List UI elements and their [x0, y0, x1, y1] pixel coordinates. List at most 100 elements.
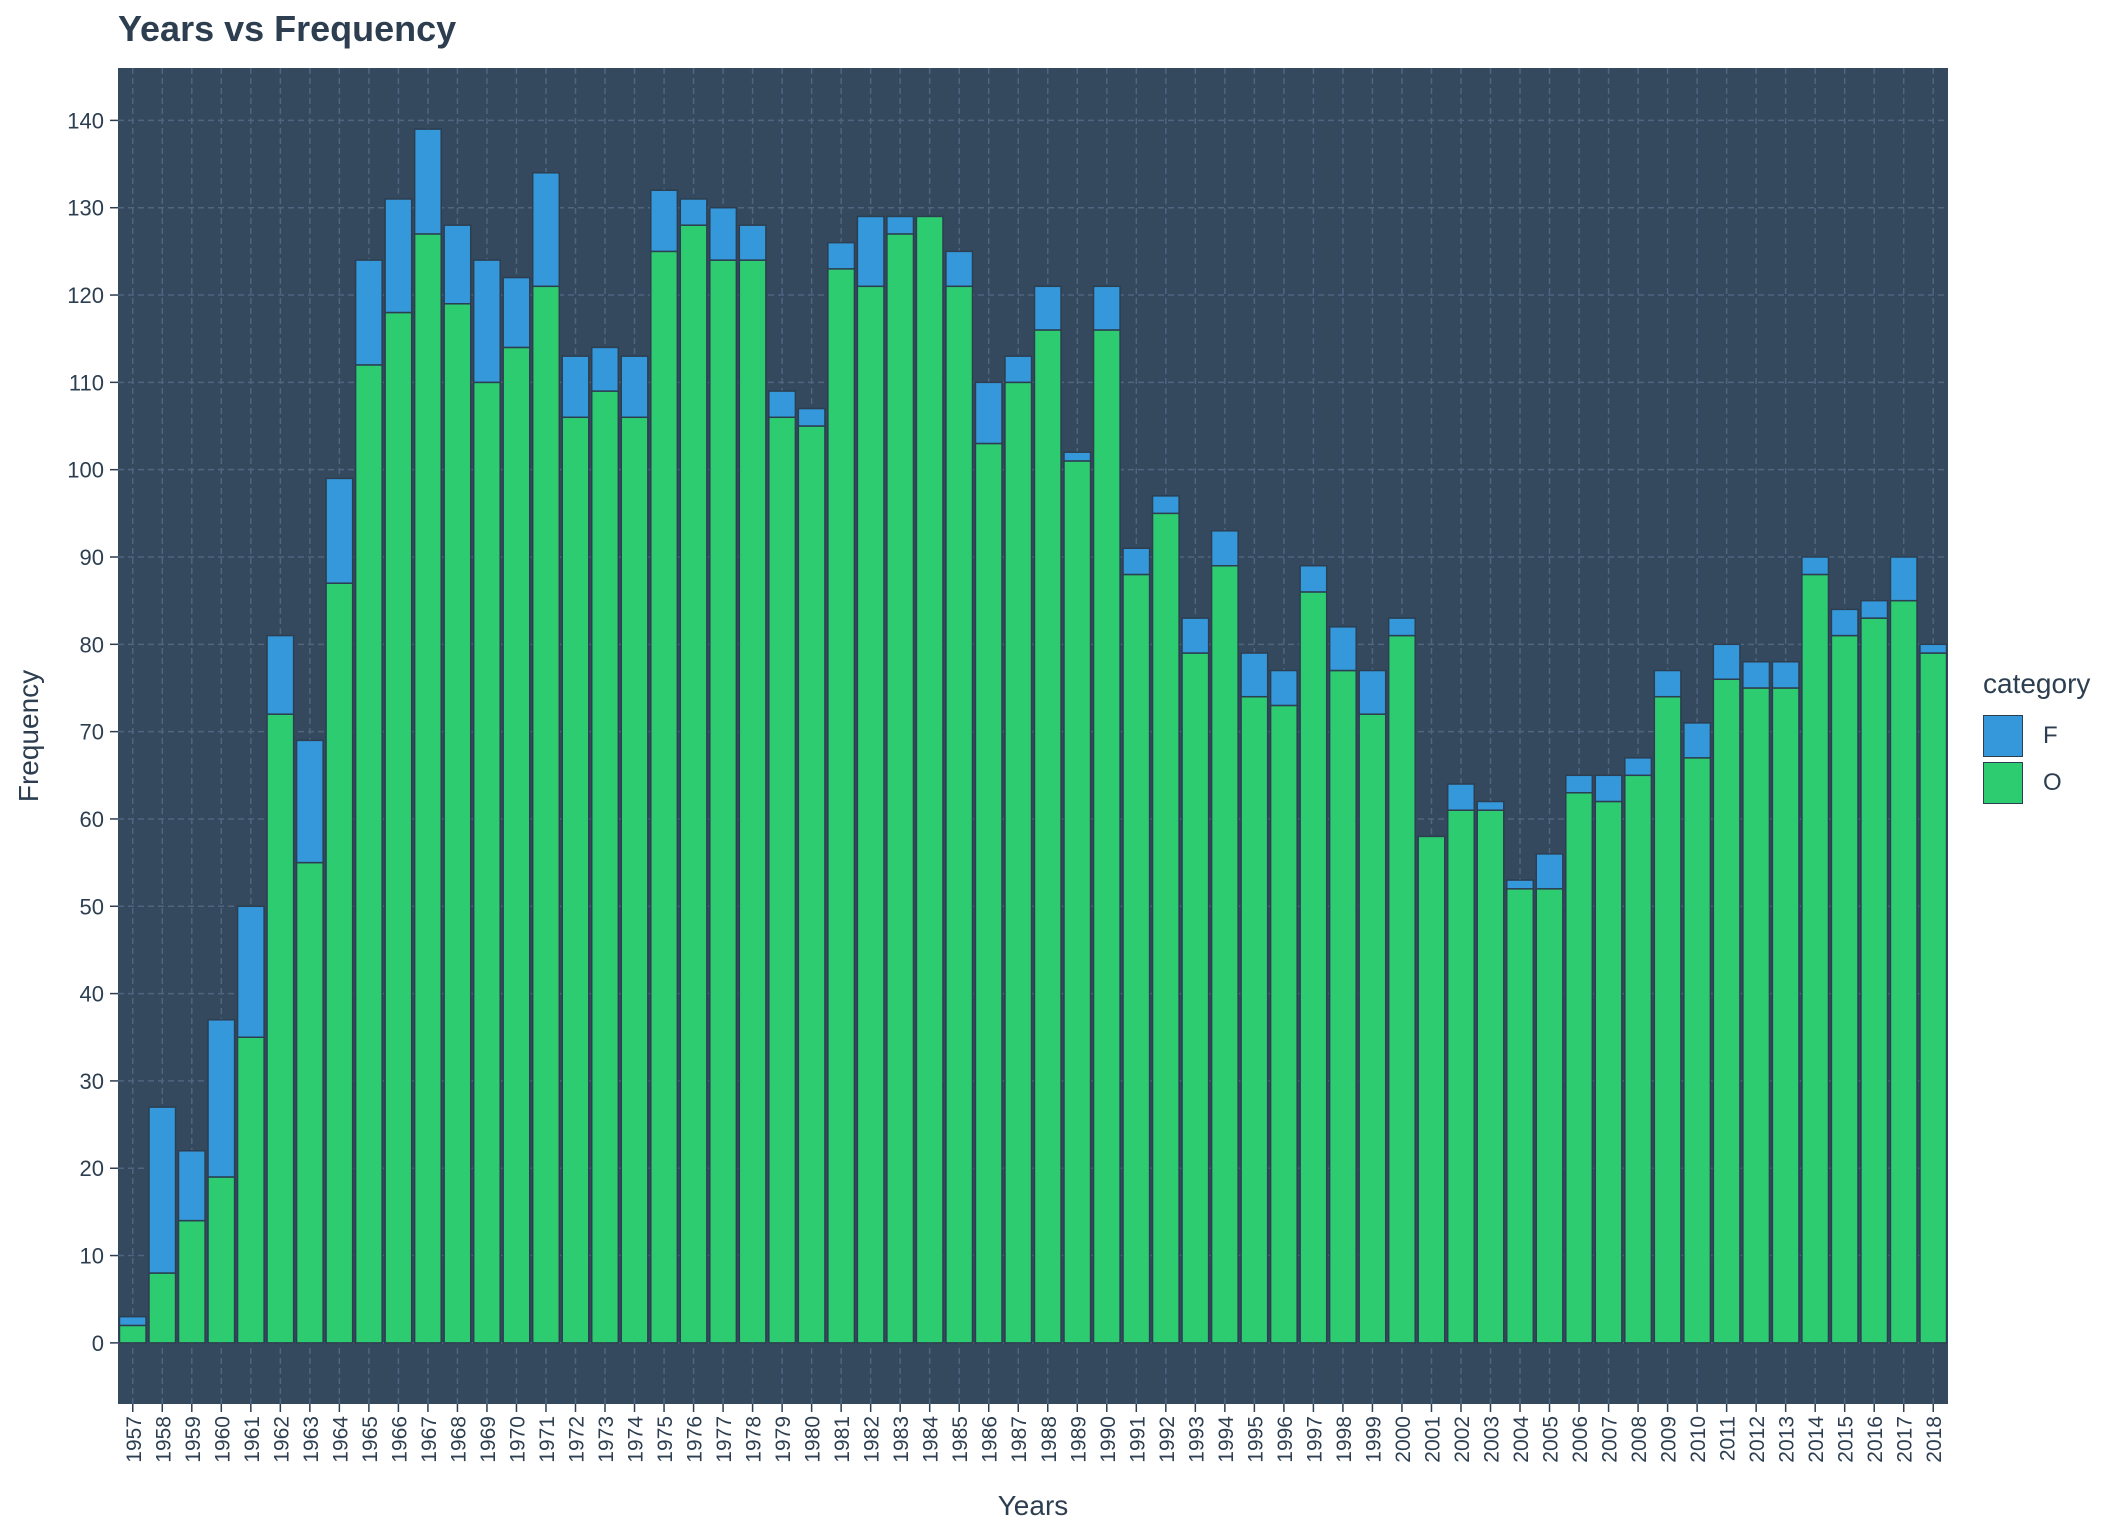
bar-f-1976	[679, 198, 708, 226]
bar-o-1963	[295, 861, 324, 1344]
x-tick-label: 1957	[123, 1416, 146, 1463]
y-tick-label: 110	[69, 370, 104, 395]
x-tick-label: 1975	[654, 1416, 677, 1463]
bar-f-1963	[295, 739, 324, 864]
bar-f-2010	[1683, 722, 1712, 759]
x-tick-label: 1970	[506, 1416, 529, 1463]
bar-o-2018	[1919, 652, 1948, 1344]
bar-o-1984	[915, 215, 944, 1344]
bar-o-2013	[1771, 687, 1800, 1344]
bar-f-1999	[1358, 669, 1387, 715]
x-tick-label: 1982	[861, 1416, 884, 1463]
bar-o-1957	[118, 1324, 147, 1344]
legend-label-o: O	[2043, 768, 2062, 796]
bar-f-1989	[1063, 451, 1092, 462]
bar-f-1977	[709, 206, 738, 261]
bar-o-1985	[945, 285, 974, 1344]
bar-o-1996	[1269, 704, 1298, 1344]
x-tick-label: 2018	[1923, 1416, 1946, 1463]
x-tick-label: 1974	[625, 1416, 648, 1463]
bar-o-1991	[1122, 573, 1151, 1344]
x-tick-label: 1964	[329, 1416, 352, 1463]
y-tick-label: 30	[80, 1069, 104, 1094]
bar-f-1973	[590, 346, 620, 392]
bar-f-2007	[1594, 774, 1623, 803]
legend-swatch-f	[1983, 714, 2023, 757]
x-tick-label: 1984	[920, 1416, 943, 1463]
bar-o-1965	[354, 364, 383, 1344]
bar-o-1966	[384, 311, 413, 1344]
x-tick-label: 1998	[1333, 1416, 1356, 1463]
bar-o-1968	[443, 303, 472, 1344]
bar-f-2011	[1712, 643, 1741, 680]
bar-o-1992	[1151, 512, 1180, 1344]
y-axis: 0 10 20 30 40 50 60 70 80 90 100 110 120 130 140	[67, 108, 118, 1356]
bar-f-2008	[1624, 757, 1653, 777]
x-tick-label: 2017	[1894, 1416, 1917, 1463]
bar-f-1979	[768, 390, 797, 419]
x-tick-label: 1980	[802, 1416, 825, 1463]
bar-o-2001	[1417, 835, 1446, 1344]
bar-f-2006	[1565, 774, 1594, 794]
bar-f-1988	[1033, 285, 1062, 331]
bar-f-1982	[856, 215, 885, 288]
x-tick-label: 2010	[1687, 1416, 1710, 1463]
bar-o-1981	[827, 268, 856, 1344]
x-tick-label: 2003	[1481, 1416, 1504, 1463]
bar-o-1994	[1210, 564, 1239, 1344]
x-tick-label: 1992	[1156, 1416, 1179, 1463]
x-tick-label: 1981	[831, 1416, 854, 1463]
y-tick-label: 70	[80, 720, 104, 745]
bar-f-2015	[1830, 608, 1859, 637]
bar-f-2000	[1387, 617, 1416, 637]
bar-f-1974	[620, 355, 649, 419]
bar-o-1973	[590, 390, 620, 1344]
x-tick-label: 2013	[1776, 1416, 1799, 1463]
x-tick-label: 2002	[1451, 1416, 1474, 1463]
bar-f-1980	[797, 407, 826, 427]
bar-o-2011	[1712, 678, 1741, 1344]
bar-f-1972	[561, 355, 590, 419]
legend-item-f: F	[1983, 712, 2090, 759]
x-tick-label: 2015	[1835, 1416, 1858, 1463]
y-tick-label: 100	[67, 458, 104, 483]
bar-o-1975	[650, 250, 679, 1344]
bar-o-1990	[1092, 329, 1121, 1344]
legend-item-o: O	[1983, 759, 2090, 806]
x-tick-label: 1971	[536, 1416, 559, 1463]
bar-f-1969	[472, 259, 501, 384]
y-tick-label: 40	[80, 982, 104, 1007]
bar-f-2018	[1919, 643, 1948, 654]
x-tick-label: 1973	[595, 1416, 618, 1463]
bar-f-1997	[1299, 564, 1328, 593]
x-axis: 1957 1958 1959 1960 1961 1962 1963 1964 1965 1966…	[123, 1404, 1946, 1463]
bar-f-1992	[1151, 495, 1180, 515]
x-tick-label: 1960	[211, 1416, 234, 1463]
bar-o-2007	[1594, 800, 1623, 1344]
y-axis-label: Frequency	[13, 670, 44, 802]
x-tick-label: 1976	[684, 1416, 707, 1463]
x-tick-label: 1996	[1274, 1416, 1297, 1463]
bar-f-1985	[945, 250, 974, 288]
bar-o-1962	[266, 713, 295, 1344]
bar-f-1960	[207, 1019, 236, 1178]
bar-o-2012	[1742, 687, 1771, 1344]
bar-o-2010	[1683, 757, 1712, 1344]
bar-f-1962	[266, 634, 295, 715]
bar-f-1975	[650, 189, 679, 253]
bar-f-1990	[1092, 285, 1121, 331]
bar-f-1968	[443, 224, 472, 305]
y-tick-label: 20	[80, 1156, 104, 1181]
x-tick-label: 1967	[418, 1416, 441, 1463]
bar-f-1981	[827, 241, 856, 270]
x-tick-label: 1958	[152, 1416, 175, 1463]
bar-o-1983	[886, 233, 915, 1344]
bar-o-1993	[1181, 652, 1210, 1344]
bar-f-2016	[1860, 599, 1889, 619]
x-tick-label: 2001	[1421, 1416, 1444, 1463]
bar-o-1960	[207, 1176, 236, 1344]
x-tick-label: 1963	[300, 1416, 323, 1463]
bar-f-2005	[1535, 853, 1564, 890]
bar-o-2003	[1476, 809, 1505, 1344]
bar-o-1964	[325, 582, 354, 1344]
